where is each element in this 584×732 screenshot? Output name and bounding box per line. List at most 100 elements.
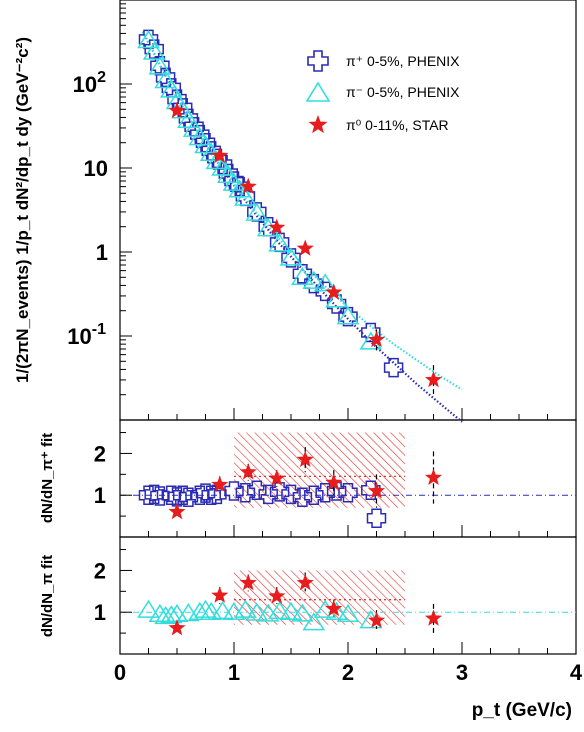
data-point-0-5-phenix [281, 484, 301, 505]
data-point-0-5-phenix [302, 270, 326, 289]
data-point-0-11-star [296, 239, 314, 256]
y-tick-label: 102 [73, 69, 106, 97]
data-point-0-5-phenix [269, 482, 290, 502]
y-axis-ticks: 12 [94, 432, 132, 517]
data-point-0-5-phenix [144, 484, 164, 505]
y-axis-ticks: 10-1 1 10 102 [67, 3, 132, 421]
y-tick-label: 10 [84, 156, 108, 181]
data-point-0-5-phenix [326, 481, 347, 501]
data-point-0-11-star [325, 473, 343, 490]
data-point-0-5-phenix [159, 79, 183, 98]
data-point-0-5-phenix [172, 485, 193, 505]
data-point-0-11-star [268, 587, 286, 604]
data-point-0-5-phenix [313, 273, 337, 292]
y-tick-label: 1 [94, 600, 106, 625]
data-point-0-5-phenix [211, 600, 234, 620]
y-tick-label: 1 [94, 483, 106, 508]
data-point-0-11-star [211, 475, 229, 493]
data-point-0-5-phenix [291, 266, 314, 286]
x-axis-title: p_t (GeV/c) [472, 700, 572, 721]
data-point-0-5-phenix [245, 602, 269, 621]
x-axis-ticks: 0 1 2 3 4 [114, 642, 583, 685]
data-point-0-5-phenix [326, 294, 347, 314]
data-point-0-5-phenix [142, 41, 166, 60]
x-axis-ticks [119, 525, 577, 537]
data-point-0-5-phenix [338, 482, 358, 503]
legend: π⁺ 0-5%, PHENIX π⁻ 0-5%, PHENIX π⁰ 0-11%… [305, 50, 460, 134]
data-point-0-5-phenix [182, 118, 206, 137]
legend-label-pi-zero: π⁰ 0-11%, STAR [346, 117, 449, 133]
data-point-0-11-star [239, 463, 257, 480]
data-point-0-5-phenix [138, 485, 159, 505]
data-point-0-5-phenix [338, 306, 358, 327]
data-point-0-5-phenix [315, 281, 335, 302]
data-point-0-5-phenix [383, 357, 404, 378]
data-point-0-11-star [296, 450, 314, 467]
data-point-0-5-phenix [245, 202, 269, 221]
data-point-0-11-star [268, 469, 286, 486]
data-point-0-5-phenix [188, 601, 212, 620]
data-point-0-11-star [367, 611, 386, 628]
data-point-0-11-star [367, 330, 386, 348]
legend-marker-pi-zero [308, 115, 328, 134]
data-point-0-5-phenix [148, 56, 172, 75]
ratio-pi-plus-panel: 12 [94, 432, 577, 537]
data-point-0-11-star [367, 482, 386, 499]
legend-marker-pi-minus [305, 81, 331, 102]
data-point-0-11-star [424, 468, 443, 485]
data-point-0-5-phenix [325, 289, 348, 308]
data-point-0-5-phenix [279, 601, 303, 620]
data-point-0-5-phenix [148, 603, 172, 623]
data-point-0-11-star [424, 370, 443, 388]
data-point-0-11-star [424, 609, 443, 626]
data-point-0-11-star [168, 101, 186, 119]
legend-marker-pi-plus [307, 50, 329, 72]
ratio-pi-minus-y-axis-title: dN/dN_π fit [39, 555, 56, 637]
spectrum-panel: 10-1 1 10 102 [67, 3, 577, 423]
data-point-0-5-phenix [150, 486, 170, 506]
data-point-0-5-phenix [268, 233, 291, 252]
x-tick-label: 0 [114, 660, 126, 685]
data-point-0-5-phenix [137, 30, 160, 49]
data-point-0-5-phenix [195, 132, 216, 153]
data-point-0-5-phenix [247, 202, 267, 222]
data-point-0-5-phenix [302, 612, 326, 631]
y-axis-ticks: 12 [94, 549, 132, 634]
data-point-0-5-phenix [154, 70, 177, 89]
data-point-0-11-star [168, 502, 186, 520]
data-point-0-5-phenix [281, 248, 301, 268]
data-point-0-5-phenix [235, 482, 256, 503]
data-point-0-5-phenix [279, 247, 303, 266]
ratio-pi-plus-y-axis-title: dN/dN_π⁺ fit [39, 433, 56, 523]
x-tick-label: 3 [456, 660, 468, 685]
data-point-0-5-phenix [336, 603, 360, 623]
data-point-0-5-phenix [304, 485, 324, 505]
x-axis-ticks [119, 408, 577, 420]
x-tick-label: 2 [342, 660, 354, 685]
legend-label-pi-minus: π⁻ 0-5%, PHENIX [346, 84, 460, 100]
x-tick-label: 4 [570, 660, 583, 685]
data-point-0-11-star [239, 177, 257, 194]
data-point-0-11-star [268, 218, 286, 235]
data-point-0-5-phenix [137, 599, 160, 618]
data-point-0-5-phenix [234, 187, 257, 206]
data-point-0-5-phenix [224, 481, 244, 501]
data-point-0-5-phenix [190, 124, 210, 145]
data-point-0-5-phenix [207, 484, 227, 505]
y-tick-label: 10-1 [67, 321, 106, 349]
y-tick-label: 2 [94, 441, 106, 466]
data-point-0-5-phenix [268, 600, 291, 620]
data-point-0-11-star [296, 573, 314, 591]
data-point-0-5-phenix [177, 109, 200, 129]
data-point-0-11-star [325, 283, 343, 300]
data-point-0-5-phenix [292, 487, 313, 508]
data-point-0-5-phenix [172, 98, 193, 118]
data-point-0-11-star [239, 573, 257, 591]
ratio-pi-minus-panel: 120 1 2 3 4 [94, 549, 583, 685]
x-tick-label: 1 [228, 660, 240, 685]
data-point-0-5-phenix [366, 508, 387, 528]
data-point-0-5-phenix [234, 599, 257, 618]
data-point-0-11-star [325, 599, 343, 617]
data-point-0-5-phenix [194, 599, 217, 618]
